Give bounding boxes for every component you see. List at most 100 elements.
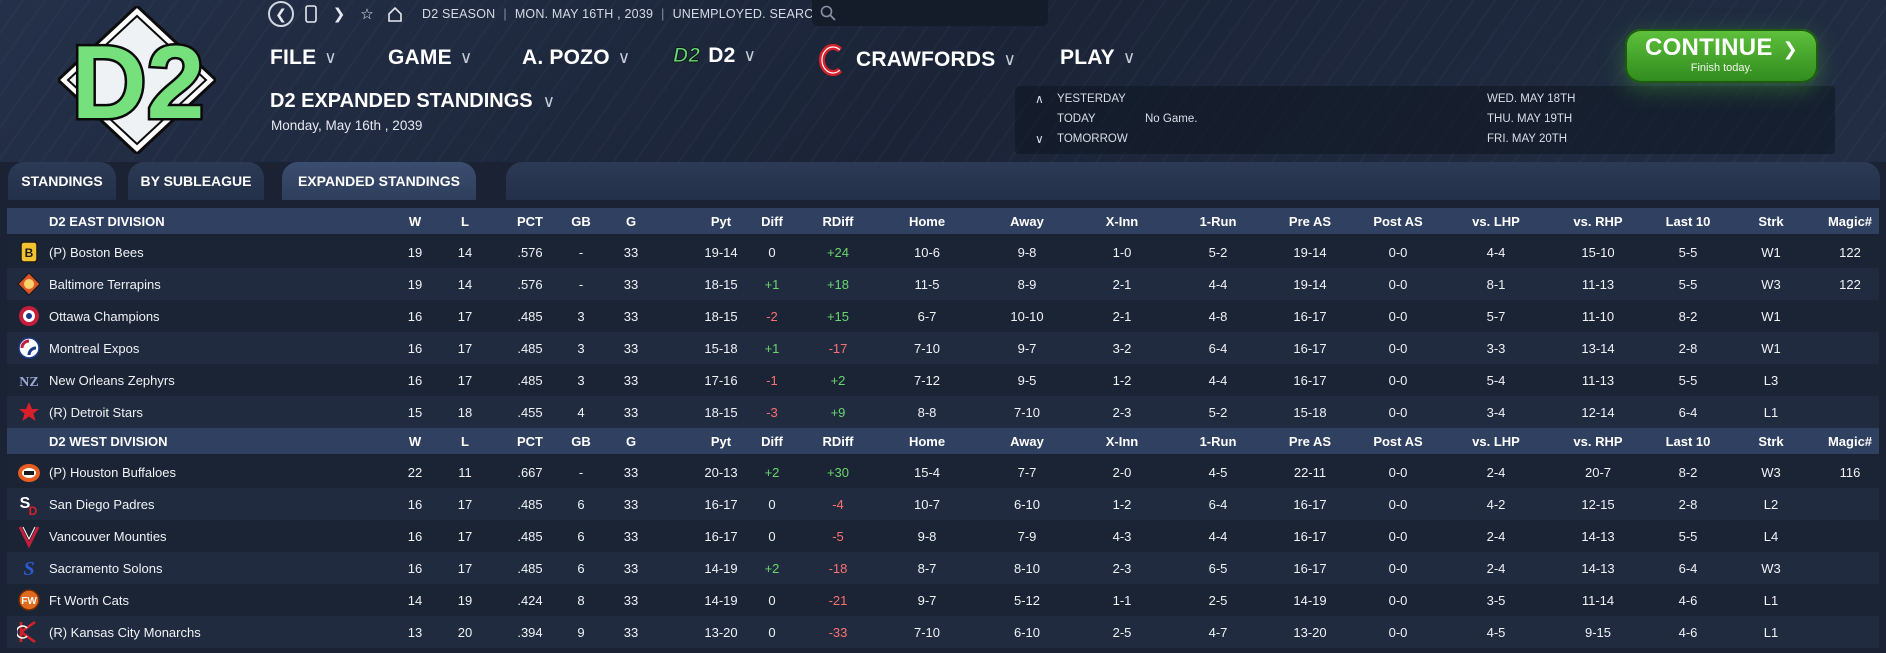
column-header[interactable]: 1-Run	[1199, 213, 1237, 229]
column-header[interactable]: Pyt	[710, 433, 732, 449]
team-name-link[interactable]: Ottawa Champions	[49, 308, 160, 324]
chevron-down-icon[interactable]: ∨	[1035, 132, 1044, 146]
search-box[interactable]	[812, 0, 1048, 26]
column-header[interactable]: RDiff	[822, 433, 854, 449]
column-header[interactable]: Strk	[1758, 213, 1784, 229]
column-header[interactable]: W	[408, 433, 422, 449]
table-row[interactable]: (R) Detroit Stars 15 18 .455 4 33 18-15 -3 +9 8-8…	[7, 396, 1879, 428]
team-name-link[interactable]: (R) Kansas City Monarchs	[49, 624, 201, 640]
column-header[interactable]: Post AS	[1373, 213, 1423, 229]
tab-expanded-standings[interactable]: EXPANDED STANDINGS	[282, 162, 476, 200]
column-header[interactable]: Strk	[1758, 433, 1784, 449]
calendar-row-tomorrow[interactable]: ∨ TOMORROW FRI. MAY 20TH	[1015, 130, 1835, 148]
chevron-up-icon[interactable]: ∧	[1035, 92, 1044, 106]
phone-icon[interactable]	[300, 3, 322, 25]
table-cell: 7-10	[1013, 404, 1041, 420]
team-name-link[interactable]: Sacramento Solons	[49, 560, 163, 576]
column-header[interactable]: vs. LHP	[1472, 213, 1520, 229]
continue-button[interactable]: CONTINUE ❯ Finish today.	[1625, 29, 1818, 83]
table-row[interactable]: (P) Houston Buffaloes 22 11 .667 - 33 20-13 +2 +…	[7, 456, 1879, 488]
column-header[interactable]: G	[625, 433, 637, 449]
team-name-link[interactable]: San Diego Padres	[49, 496, 155, 512]
team-name-link[interactable]: (R) Detroit Stars	[49, 404, 143, 420]
column-header[interactable]: Post AS	[1373, 433, 1423, 449]
table-cell: 14-19	[704, 560, 738, 576]
nav-team[interactable]: CRAWFORDS ∨	[818, 44, 1038, 76]
column-header[interactable]: GB	[571, 213, 591, 229]
column-header[interactable]: Pyt	[710, 213, 732, 229]
table-cell: 3	[577, 308, 585, 324]
table-cell: 3-5	[1486, 592, 1506, 608]
table-cell: 9	[577, 624, 585, 640]
column-header[interactable]: Last 10	[1665, 433, 1711, 449]
table-row[interactable]: FW Ft Worth Cats 14 19 .424 8 33 14-19 0 -21 9-7 5-…	[7, 584, 1879, 616]
team-name-link[interactable]: Baltimore Terrapins	[49, 276, 161, 292]
home-icon[interactable]	[384, 3, 406, 25]
league-logo[interactable]: D2	[58, 6, 216, 154]
team-name-link[interactable]: Ft Worth Cats	[49, 592, 129, 608]
column-header[interactable]: Away	[1010, 433, 1044, 449]
table-row[interactable]: S Sacramento Solons 16 17 .485 6 33 14-19 +2 -18 8…	[7, 552, 1879, 584]
tab-standings[interactable]: STANDINGS	[8, 162, 116, 200]
column-header[interactable]: Diff	[761, 433, 783, 449]
column-header[interactable]: Home	[908, 213, 946, 229]
column-header[interactable]: RDiff	[822, 213, 854, 229]
table-row[interactable]: (R) Kansas City Monarchs 13 20 .394 9 33 13-20…	[7, 616, 1879, 648]
search-input[interactable]	[842, 5, 1032, 21]
column-header[interactable]: X-Inn	[1105, 433, 1139, 449]
team-name-link[interactable]: New Orleans Zephyrs	[49, 372, 175, 388]
column-header[interactable]: Pre AS	[1288, 213, 1332, 229]
column-header[interactable]: G	[625, 213, 637, 229]
column-header[interactable]: PCT	[517, 433, 543, 449]
column-header[interactable]: vs. RHP	[1573, 433, 1623, 449]
buffaloes-logo-icon	[18, 464, 40, 482]
column-header[interactable]: GB	[571, 433, 591, 449]
table-row[interactable]: B (P) Boston Bees 19 14 .576 - 33 19-14 0 +24 10-6…	[7, 236, 1879, 268]
column-header[interactable]: Away	[1010, 213, 1044, 229]
column-header[interactable]: PCT	[517, 213, 543, 229]
table-row[interactable]: Vancouver Mounties 16 17 .485 6 33 16-17 0 -5 9-8…	[7, 520, 1879, 552]
forward-icon[interactable]: ❯	[332, 6, 346, 23]
column-header[interactable]: Last 10	[1665, 213, 1711, 229]
column-header[interactable]: W	[408, 213, 422, 229]
nav-manager[interactable]: A. POZO ∨	[522, 46, 662, 70]
top-toolbar: ❮ ❯ ☆ D2 SEASON | MON. MAY 16TH , 2039 |…	[268, 0, 871, 28]
table-cell: 3-3	[1486, 340, 1506, 356]
back-circle-icon[interactable]: ❮	[268, 1, 294, 27]
team-name-link[interactable]: Montreal Expos	[49, 340, 140, 356]
table-row[interactable]: Baltimore Terrapins 19 14 .576 - 33 18-15 +1 +18…	[7, 268, 1879, 300]
nav-play[interactable]: PLAY ∨	[1060, 46, 1160, 70]
table-cell: 16	[407, 560, 423, 576]
column-header[interactable]: Magic#	[1827, 213, 1873, 229]
table-cell: +9	[830, 404, 846, 420]
column-header[interactable]: Diff	[761, 213, 783, 229]
column-header[interactable]: Home	[908, 433, 946, 449]
column-header[interactable]: Pre AS	[1288, 433, 1332, 449]
column-header[interactable]: L	[461, 433, 469, 449]
column-header[interactable]: L	[461, 213, 469, 229]
nav-game[interactable]: GAME ∨	[388, 46, 472, 70]
column-header[interactable]: X-Inn	[1105, 213, 1139, 229]
column-header[interactable]: vs. LHP	[1472, 433, 1520, 449]
calendar-row-yesterday[interactable]: ∧ YESTERDAY WED. MAY 18TH	[1015, 90, 1835, 108]
table-cell: L1	[1763, 624, 1779, 640]
column-header[interactable]: Magic#	[1827, 433, 1873, 449]
star-icon[interactable]: ☆	[360, 6, 374, 23]
team-name-link[interactable]: Vancouver Mounties	[49, 528, 167, 544]
table-row[interactable]: Montreal Expos 16 17.485 3 33 15-18 +1 -17 7-10 9…	[7, 332, 1879, 364]
table-row[interactable]: Ottawa Champions 16 17.485 3 33 18-15 -2 +15 6-7…	[7, 300, 1879, 332]
team-name-link[interactable]: (P) Boston Bees	[49, 244, 144, 260]
column-header[interactable]: 1-Run	[1199, 433, 1237, 449]
nav-file[interactable]: FILE ∨	[270, 46, 337, 70]
table-row[interactable]: S D San Diego Padres 16 17 .485 6 33 16-17 0 -4 10-…	[7, 488, 1879, 520]
team-name-link[interactable]: (P) Houston Buffaloes	[49, 464, 176, 480]
page-title[interactable]: D2 EXPANDED STANDINGS ∨	[270, 90, 555, 113]
current-date: MON. MAY 16TH , 2039	[514, 7, 654, 21]
monarchs-logo-icon	[17, 620, 36, 644]
tab-by-subleague[interactable]: BY SUBLEAGUE	[128, 162, 264, 200]
table-row[interactable]: NZ New Orleans Zephyrs 16 17.485 3 33 17-16 -1 +…	[7, 364, 1879, 396]
column-header[interactable]: vs. RHP	[1573, 213, 1623, 229]
table-cell: 7-10	[913, 624, 941, 640]
table-cell: 0-0	[1388, 308, 1408, 324]
nav-league[interactable]: D2 D2 ∨	[672, 44, 813, 68]
